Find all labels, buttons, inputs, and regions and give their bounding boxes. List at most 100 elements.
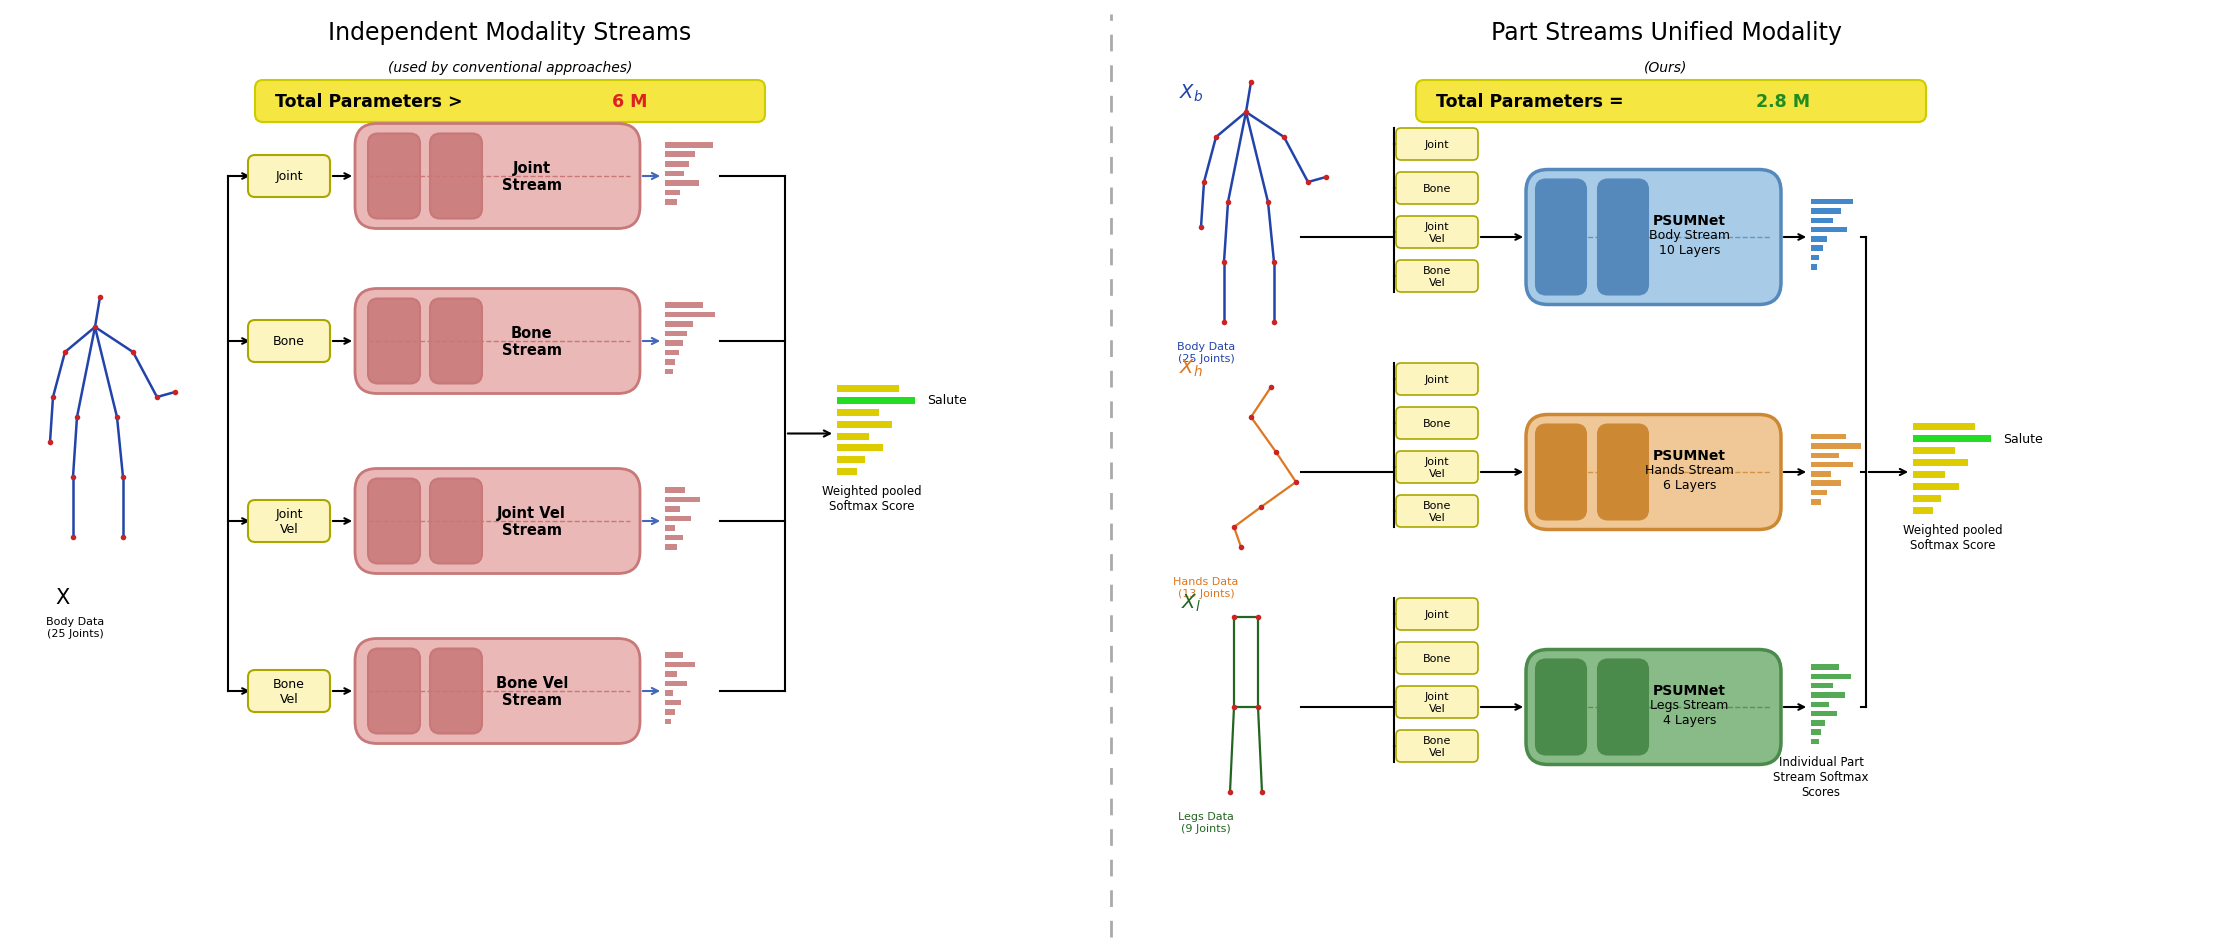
FancyBboxPatch shape — [1395, 643, 1478, 674]
FancyBboxPatch shape — [356, 639, 640, 744]
FancyBboxPatch shape — [249, 156, 331, 198]
Text: Bone: Bone — [273, 335, 304, 348]
Bar — [1811, 228, 1846, 233]
Bar — [664, 152, 695, 158]
Bar — [664, 190, 680, 196]
Text: Joint
Vel: Joint Vel — [1424, 691, 1449, 713]
FancyBboxPatch shape — [1598, 180, 1649, 295]
Text: Bone
Stream: Bone Stream — [502, 326, 562, 358]
Bar — [838, 457, 864, 464]
Text: Weighted pooled
Softmax Score: Weighted pooled Softmax Score — [1904, 524, 2002, 551]
Bar — [1913, 436, 1991, 443]
Text: Joint
Vel: Joint Vel — [1424, 222, 1449, 244]
Text: Joint: Joint — [1424, 609, 1449, 620]
Text: $X_b$: $X_b$ — [1180, 82, 1202, 104]
Bar — [1811, 471, 1831, 477]
FancyBboxPatch shape — [431, 299, 482, 384]
FancyBboxPatch shape — [356, 469, 640, 574]
Text: Legs Data
(9 Joints): Legs Data (9 Joints) — [1178, 811, 1233, 833]
Bar — [838, 397, 915, 404]
Text: Part Streams Unified Modality: Part Streams Unified Modality — [1491, 21, 1842, 45]
Text: Body Stream
10 Layers: Body Stream 10 Layers — [1649, 228, 1729, 257]
Bar — [1811, 692, 1844, 698]
Bar — [664, 516, 691, 522]
Bar — [1811, 255, 1820, 261]
Bar — [664, 162, 689, 168]
FancyBboxPatch shape — [249, 321, 331, 363]
FancyBboxPatch shape — [1395, 407, 1478, 440]
Text: Independent Modality Streams: Independent Modality Streams — [329, 21, 691, 45]
Bar — [664, 662, 695, 667]
Text: Joint
Stream: Joint Stream — [502, 161, 562, 193]
FancyBboxPatch shape — [1395, 495, 1478, 527]
Bar — [664, 303, 702, 308]
Text: $X_h$: $X_h$ — [1180, 357, 1202, 378]
Text: PSUMNet: PSUMNet — [1653, 448, 1726, 463]
Bar — [1811, 434, 1846, 440]
Text: (used by conventional approaches): (used by conventional approaches) — [389, 61, 633, 75]
Bar — [1811, 265, 1818, 270]
Text: (Ours): (Ours) — [1644, 61, 1689, 75]
Bar — [1811, 702, 1829, 707]
Bar — [1811, 247, 1822, 251]
Bar — [1811, 200, 1853, 206]
Bar — [664, 181, 700, 187]
FancyBboxPatch shape — [1527, 415, 1782, 530]
Bar — [664, 331, 687, 337]
Bar — [664, 143, 713, 149]
Bar — [664, 709, 675, 715]
Bar — [664, 369, 673, 375]
Bar — [664, 526, 675, 531]
Text: Hands Stream
6 Layers: Hands Stream 6 Layers — [1644, 464, 1733, 491]
Bar — [1811, 218, 1833, 224]
Bar — [664, 690, 673, 696]
Text: 2.8 M: 2.8 M — [1755, 93, 1811, 110]
FancyBboxPatch shape — [431, 134, 482, 219]
Text: Bone: Bone — [1422, 184, 1451, 194]
Bar — [838, 386, 900, 392]
Text: Individual Part
Stream Softmax
Scores: Individual Part Stream Softmax Scores — [1773, 756, 1869, 799]
Bar — [838, 445, 882, 452]
Text: Joint: Joint — [1424, 140, 1449, 149]
Text: Body Data
(25 Joints): Body Data (25 Joints) — [47, 617, 104, 638]
Bar — [1811, 739, 1820, 744]
Text: Hands Data
(13 Joints): Hands Data (13 Joints) — [1173, 577, 1238, 598]
Text: Total Parameters =: Total Parameters = — [1435, 93, 1629, 110]
Text: Salute: Salute — [927, 394, 967, 407]
Bar — [664, 535, 682, 541]
Text: Joint Vel
Stream: Joint Vel Stream — [498, 506, 567, 538]
Bar — [664, 719, 671, 724]
FancyBboxPatch shape — [1395, 364, 1478, 396]
FancyBboxPatch shape — [369, 299, 420, 384]
Bar — [664, 322, 693, 327]
FancyBboxPatch shape — [1395, 686, 1478, 718]
Bar — [1913, 447, 1955, 454]
Bar — [664, 497, 700, 503]
FancyBboxPatch shape — [1527, 170, 1782, 306]
FancyBboxPatch shape — [1535, 425, 1587, 520]
FancyBboxPatch shape — [249, 501, 331, 543]
FancyBboxPatch shape — [356, 125, 640, 229]
Bar — [1913, 436, 1991, 443]
Text: Joint
Vel: Joint Vel — [276, 507, 302, 535]
Bar — [1811, 209, 1842, 214]
Bar — [1811, 500, 1822, 505]
Bar — [664, 341, 682, 347]
Bar — [664, 700, 680, 705]
FancyBboxPatch shape — [1395, 730, 1478, 763]
FancyBboxPatch shape — [369, 134, 420, 219]
FancyBboxPatch shape — [1415, 81, 1926, 123]
Bar — [664, 652, 682, 658]
Bar — [1811, 481, 1842, 486]
Bar — [1913, 471, 1944, 479]
FancyBboxPatch shape — [1395, 129, 1478, 161]
Bar — [1811, 674, 1851, 680]
Bar — [1811, 721, 1824, 725]
FancyBboxPatch shape — [249, 670, 331, 712]
Text: Total Parameters >: Total Parameters > — [276, 93, 469, 110]
FancyBboxPatch shape — [1395, 173, 1478, 205]
Bar — [1811, 664, 1840, 670]
Text: Bone
Vel: Bone Vel — [273, 677, 304, 705]
FancyBboxPatch shape — [369, 649, 420, 734]
Bar — [664, 360, 675, 366]
